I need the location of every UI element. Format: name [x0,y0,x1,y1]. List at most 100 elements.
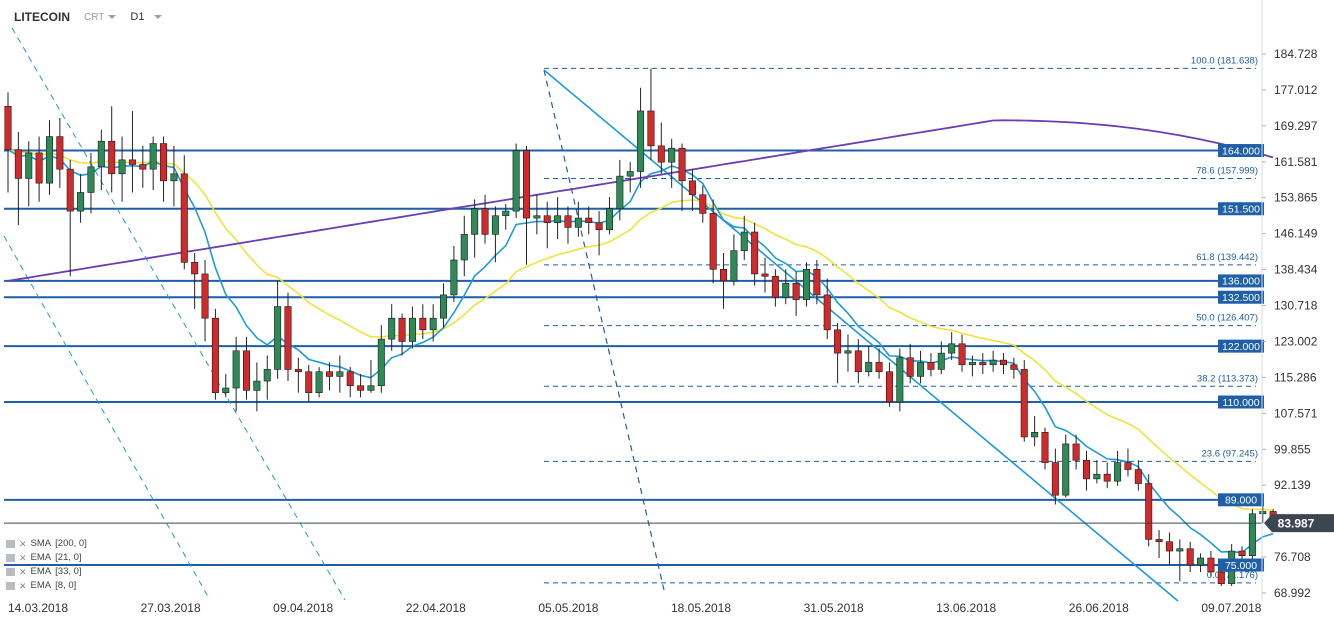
candle [502,204,510,230]
indicator-settings-icon[interactable] [6,568,15,576]
fib-level-label: 23.6 (97.245) [1201,448,1258,459]
indicator-name: SMA [30,538,52,549]
level-label: 136.000 [1218,274,1264,288]
candle [294,357,302,393]
candle-body [471,208,479,235]
x-tick-label: 09.07.2018 [1201,601,1261,615]
indicator-row[interactable]: ✕ EMA [33, 0] [6,565,87,579]
candle [1072,434,1080,470]
candle-body [149,143,157,170]
indicator-row[interactable]: ✕ EMA [21, 0] [6,551,87,565]
candle-body [1155,539,1163,543]
level-label-text: 136.000 [1222,276,1260,288]
candle-body [502,210,510,217]
candle-body [958,343,966,366]
candle [1010,357,1018,379]
candle-body [232,350,240,389]
remove-icon[interactable]: ✕ [19,539,27,549]
level-label: 110.000 [1218,395,1264,409]
indicator-settings-icon[interactable] [6,540,15,548]
candle [1207,551,1215,577]
candle [398,313,406,356]
candle [388,304,396,351]
candle-body [419,317,427,331]
candle [1103,462,1111,489]
candle-body [1238,550,1246,557]
remove-icon[interactable]: ✕ [19,581,27,591]
candle-body [367,385,375,391]
candle-body [253,380,261,391]
level-label-bg [1218,395,1264,409]
candle-body [4,105,12,150]
candle-body [1041,431,1049,463]
candle-body [481,208,489,235]
x-tick-label: 13.06.2018 [936,601,996,615]
candle-body [211,317,219,394]
candle [1041,427,1049,470]
candle [1145,474,1153,547]
fib-diagonal-line [543,69,665,591]
indicator-row[interactable]: ✕ EMA [8, 0] [6,579,87,593]
candle-body [180,173,188,263]
indicator-settings-icon[interactable] [6,582,15,590]
indicator-settings-icon[interactable] [6,554,15,562]
candle-body [294,369,302,373]
candle [35,136,43,202]
candle-body [1031,431,1039,438]
indicator-row[interactable]: ✕ SMA [200, 0] [6,537,87,551]
candle-body [647,110,655,147]
candle-body [771,275,779,298]
candle [637,87,645,188]
candle [958,334,966,372]
candle [512,143,520,219]
candle [885,362,893,407]
candle-body [813,268,821,296]
remove-icon[interactable]: ✕ [19,553,27,563]
level-label-bg [1218,290,1264,304]
candle-body [1051,462,1059,496]
time-axis: 14.03.2018 27.03.2018 09.04.2018 22.04.2018… [8,601,1262,615]
level-label-bg [1218,493,1264,507]
candle-body [637,110,645,172]
candle [346,367,354,398]
dashed-channel-line [11,27,346,601]
candle-body [25,152,33,179]
symbol-label[interactable]: LITECOIN [14,10,70,24]
candle [1186,541,1194,573]
x-tick-label: 09.04.2018 [273,601,333,615]
candle [201,259,209,342]
candle [802,262,810,307]
candle [813,259,821,305]
candle [751,222,759,286]
timeframe-selector[interactable]: D1 [130,11,163,23]
y-tick-label: 161.581 [1274,155,1318,169]
candle-body [1145,483,1153,540]
candle-body [191,262,199,275]
candle-body [730,250,738,282]
candle-body [585,217,593,224]
x-tick-label: 31.05.2018 [804,601,864,615]
candle [460,215,468,277]
candle [668,138,676,188]
candle-body [595,222,603,231]
candle-body [896,357,904,403]
candle [927,353,935,377]
y-tick-label: 68.992 [1274,586,1311,600]
candle [232,336,240,412]
level-label: 132.500 [1218,290,1264,304]
instrument-type-selector[interactable]: CRT [84,11,117,23]
instrument-type-label: CRT [84,11,105,23]
candle [1176,539,1184,582]
candle [1124,448,1132,477]
fib-level-label: 61.8 (139.442) [1196,252,1258,263]
remove-icon[interactable]: ✕ [19,567,27,577]
candle [823,278,831,340]
candle [56,117,64,188]
candle-body [377,338,385,387]
candle [253,362,261,412]
indicator-name: EMA [30,566,52,577]
candle [595,211,603,256]
candle-body [388,317,396,340]
level-label-text: 122.000 [1222,341,1260,353]
